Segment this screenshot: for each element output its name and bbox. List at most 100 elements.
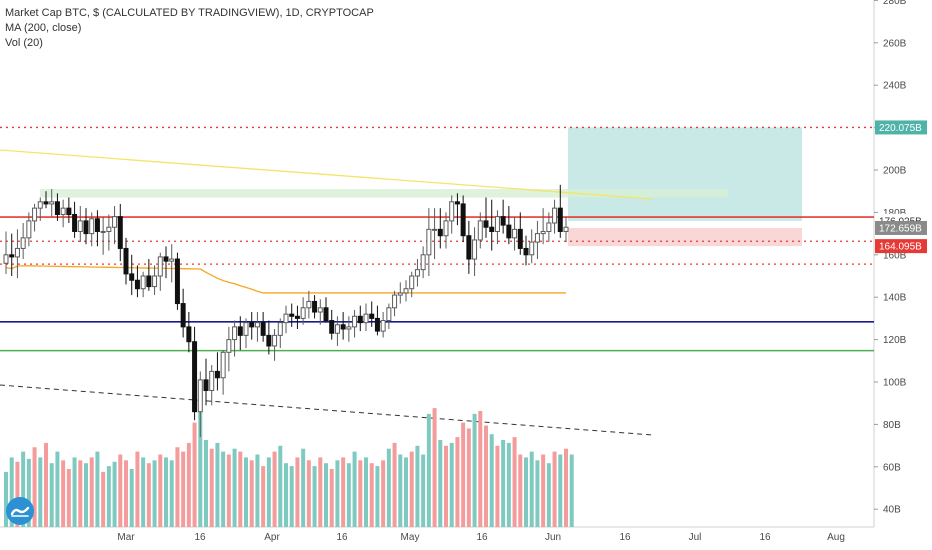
candle-body[interactable] [352,315,358,328]
candle-body[interactable] [83,220,89,235]
candle-body[interactable] [203,379,209,391]
candle-body[interactable] [483,220,489,228]
candle-body[interactable] [37,201,43,209]
candle-body[interactable] [60,207,66,216]
candle-body[interactable] [512,228,518,239]
candle-body[interactable] [277,322,283,336]
candle-body[interactable] [146,275,152,288]
candle-body[interactable] [477,220,483,241]
candle-body[interactable] [414,269,420,277]
candle-body[interactable] [466,235,472,260]
candle-body[interactable] [363,313,369,324]
candle-body[interactable] [180,303,186,328]
candle-body[interactable] [9,254,15,258]
candle-body[interactable] [534,233,540,243]
candle-body[interactable] [249,322,255,328]
candle-body[interactable] [134,279,140,290]
candle-body[interactable] [546,222,552,232]
candle-body[interactable] [220,351,226,379]
candle-body[interactable] [397,292,403,296]
dashed-trendline[interactable] [0,384,653,436]
candle-body[interactable] [409,275,415,290]
candle-body[interactable] [374,317,380,332]
candle-body[interactable] [237,326,243,336]
resistance-band[interactable] [40,189,728,198]
candle-body[interactable] [506,224,512,239]
candle-body[interactable] [392,294,398,309]
candle-body[interactable] [329,320,335,334]
candle-body[interactable] [294,315,300,319]
candle-body[interactable] [20,237,26,249]
candle-body[interactable] [523,247,529,256]
candle-body[interactable] [272,334,278,347]
candle-body[interactable] [77,220,83,232]
candle-body[interactable] [163,256,169,262]
candle-body[interactable] [129,273,135,281]
candle-body[interactable] [157,256,163,277]
candle-body[interactable] [243,322,249,336]
candle-body[interactable] [380,320,386,332]
candle-body[interactable] [346,326,352,330]
candle-body[interactable] [449,201,455,222]
candle-body[interactable] [266,334,272,347]
candle-body[interactable] [300,307,306,319]
candle-body[interactable] [254,322,260,328]
candle-body[interactable] [289,313,295,317]
candle-body[interactable] [89,218,95,235]
candle-body[interactable] [557,207,563,232]
candle-body[interactable] [169,258,175,262]
candle-body[interactable] [500,216,506,226]
candle-body[interactable] [226,339,232,353]
candle-body[interactable] [174,258,180,305]
candle-body[interactable] [472,239,478,260]
candle-body[interactable] [94,218,100,232]
candle-body[interactable] [489,226,495,232]
candle-body[interactable] [117,216,123,249]
candle-body[interactable] [540,230,546,235]
tradingview-logo-icon[interactable] [6,497,34,525]
candle-body[interactable] [214,370,220,379]
candle-body[interactable] [369,313,375,319]
candle-body[interactable] [112,216,118,228]
candle-body[interactable] [140,275,146,290]
candle-body[interactable] [283,313,289,324]
stop-zone[interactable] [568,227,802,247]
candle-body[interactable] [209,370,215,391]
yellow-trendline[interactable] [0,149,653,200]
candle-body[interactable] [49,201,55,205]
candle-body[interactable] [100,230,106,233]
candle-body[interactable] [403,288,409,294]
candle-body[interactable] [43,201,49,205]
candle-body[interactable] [420,254,426,271]
candle-body[interactable] [14,247,20,258]
candle-body[interactable] [72,214,78,232]
candle-body[interactable] [552,207,558,224]
candle-body[interactable] [197,379,203,413]
candle-body[interactable] [66,207,72,216]
candle-body[interactable] [454,201,460,205]
candle-body[interactable] [3,254,9,264]
candle-body[interactable] [386,307,392,322]
candle-body[interactable] [517,228,523,249]
candle-body[interactable] [32,207,38,222]
candle-body[interactable] [106,226,112,232]
target-zone[interactable] [568,127,802,221]
candle-body[interactable] [312,300,318,313]
candle-body[interactable] [192,341,198,413]
candle-body[interactable] [563,226,569,232]
candle-body[interactable] [443,220,449,237]
candle-body[interactable] [317,307,323,313]
candle-body[interactable] [152,275,158,288]
candle-body[interactable] [260,322,266,336]
candle-body[interactable] [54,201,60,216]
candle-body[interactable] [426,228,432,256]
candle-body[interactable] [357,315,363,324]
candle-body[interactable] [323,307,329,322]
candle-body[interactable] [437,228,443,237]
candle-body[interactable] [306,300,312,309]
candle-body[interactable] [494,216,500,232]
candle-body[interactable] [186,326,192,343]
candle-body[interactable] [460,203,466,237]
